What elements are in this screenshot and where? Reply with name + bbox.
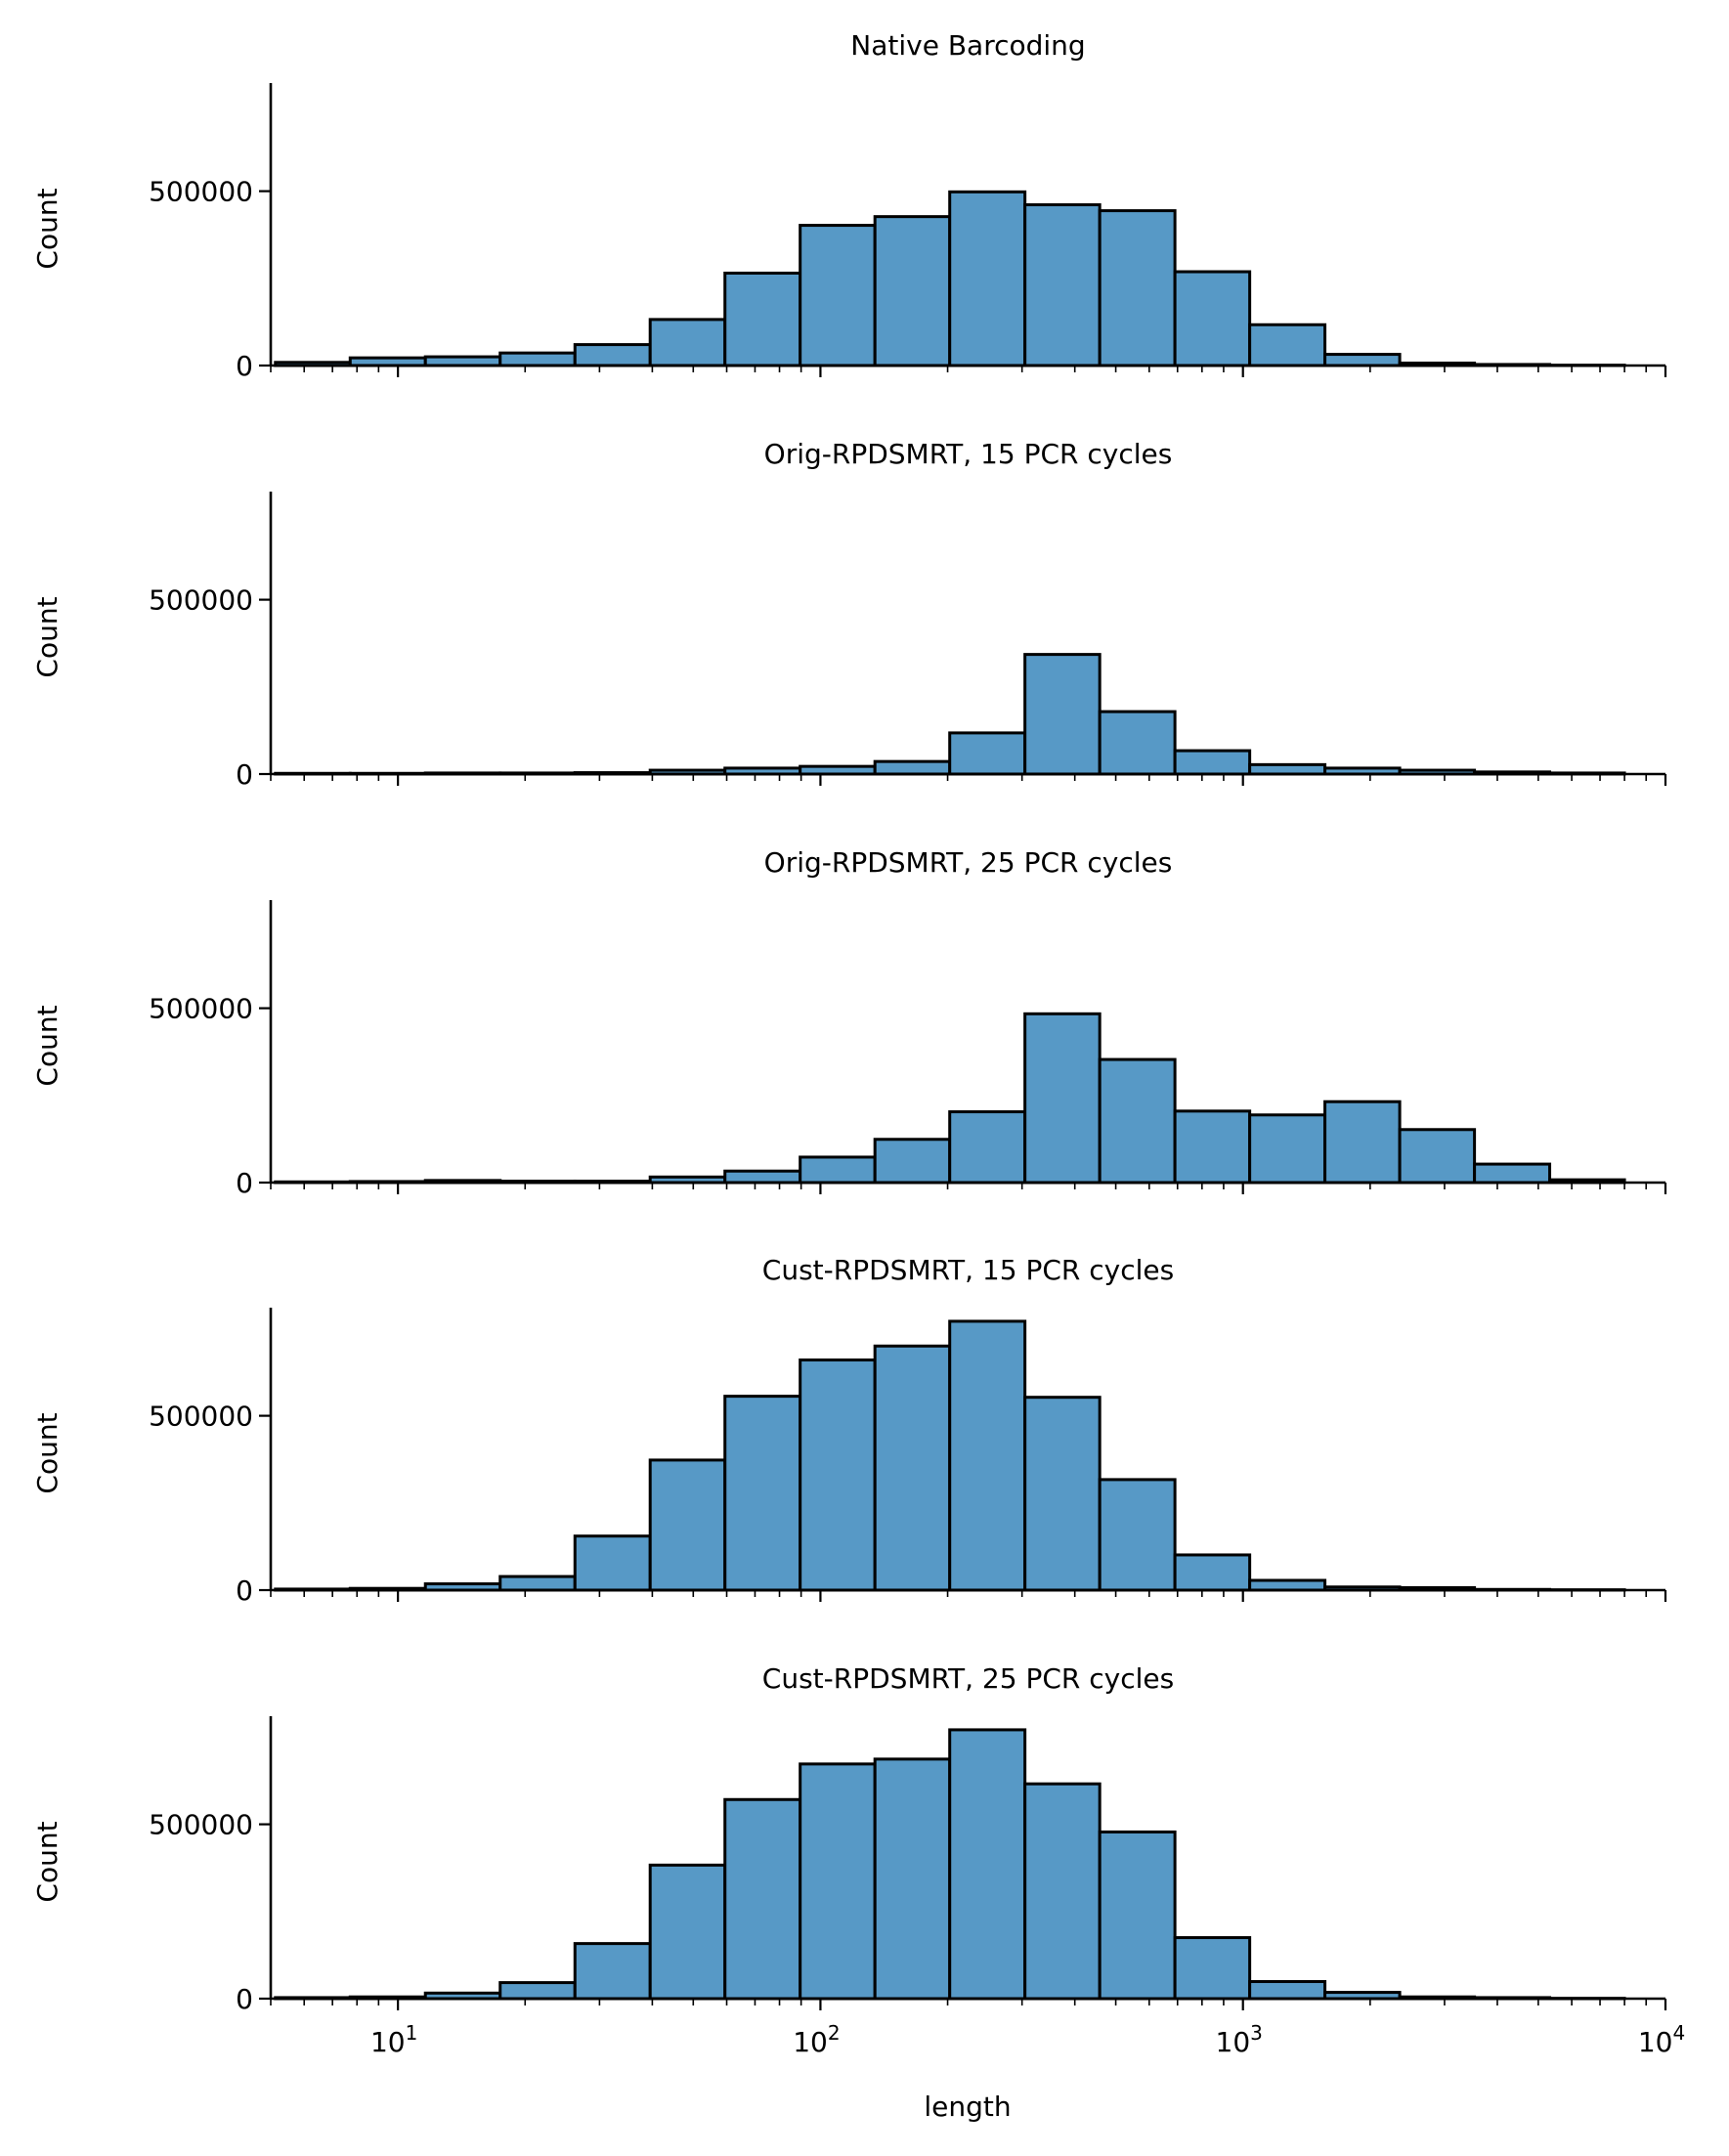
y-tick-label: 0 [236, 1983, 253, 2015]
histogram-bar [1173, 270, 1252, 367]
y-tick-label: 500000 [149, 1809, 253, 1841]
x-tick-label: 103 [1216, 2021, 1263, 2058]
histogram-bar [498, 1981, 577, 2001]
panel-title: Cust-RPDSMRT, 25 PCR cycles [762, 1662, 1174, 1695]
histogram-bar [723, 271, 802, 367]
histogram-bar [1023, 653, 1102, 776]
histogram-bar [1098, 1830, 1177, 2001]
histogram-bar [1023, 1782, 1102, 2001]
panel-title: Orig-RPDSMRT, 25 PCR cycles [764, 846, 1173, 879]
histogram-bar [498, 351, 577, 367]
panel-5: Cust-RPDSMRT, 25 PCR cycles 0 500000 Count 1… [31, 1662, 1685, 2058]
histogram-bar [498, 1574, 577, 1592]
histogram-bar [1248, 323, 1327, 367]
x-tick-label: 101 [370, 2021, 417, 2058]
y-tick-label: 500000 [149, 993, 253, 1025]
panels-container: Native Barcoding0500000CountOrig-RPDSMRT… [31, 29, 1685, 2058]
histogram-bar [948, 1110, 1027, 1185]
panel-2: Orig-RPDSMRT, 15 PCR cycles 0 500000 Count [31, 438, 1667, 791]
y-tick-label: 500000 [149, 584, 253, 617]
y-tick-label: 0 [236, 1167, 253, 1199]
histogram-bar [423, 355, 502, 367]
histogram-bar [1323, 353, 1402, 367]
histogram-bar [873, 215, 952, 367]
histogram-bar [1023, 1396, 1102, 1592]
histogram-bar [1098, 1478, 1177, 1592]
y-tick-label: 500000 [149, 176, 253, 208]
y-axis-label: Count [31, 188, 64, 269]
panel-title: Orig-RPDSMRT, 15 PCR cycles [764, 438, 1173, 470]
histogram-bar [873, 1138, 952, 1185]
x-tick-exponent: 2 [828, 2021, 841, 2045]
y-tick-label: 0 [236, 1574, 253, 1607]
y-axis-label: Count [31, 1005, 64, 1086]
histogram-bar [948, 1728, 1027, 2001]
histogram-bar [573, 343, 652, 367]
y-tick-label: 500000 [149, 1401, 253, 1433]
histogram-bar [648, 1863, 727, 2001]
x-tick-label: 104 [1638, 2021, 1685, 2058]
x-axis-label: length [924, 2091, 1011, 2123]
histogram-bar [1098, 710, 1177, 776]
histogram-bar [1173, 749, 1252, 776]
histogram-bar [1173, 1109, 1252, 1185]
histogram-bar [1023, 1012, 1102, 1185]
histogram-bar [799, 1358, 877, 1592]
x-tick-base: 10 [1638, 2026, 1673, 2058]
panel-1: Native Barcoding 0 500000 Count [31, 29, 1667, 382]
x-tick-base: 10 [793, 2026, 828, 2058]
histogram-bar [873, 759, 952, 776]
histogram-bar [648, 318, 727, 367]
histogram-bar [873, 1344, 952, 1592]
panel-title: Cust-RPDSMRT, 15 PCR cycles [762, 1254, 1174, 1286]
panel-4: Cust-RPDSMRT, 15 PCR cycles 0 500000 Count [31, 1254, 1667, 1607]
y-tick-label: 0 [236, 758, 253, 791]
x-tick-exponent: 1 [406, 2021, 418, 2045]
y-tick-label: 0 [236, 350, 253, 382]
histogram-bar [1098, 1057, 1177, 1185]
histogram-bar [1248, 762, 1327, 776]
histogram-bar [799, 1762, 877, 2001]
histogram-bar [1098, 209, 1177, 367]
histogram-bar [799, 1155, 877, 1185]
panel-title: Native Barcoding [850, 29, 1085, 62]
x-tick-exponent: 3 [1250, 2021, 1263, 2045]
y-axis-label: Count [31, 1412, 64, 1493]
histogram-bar [723, 1169, 802, 1185]
x-tick-label: 102 [793, 2021, 840, 2058]
histogram-bar [573, 1942, 652, 2001]
histogram-bar [1173, 1936, 1252, 2001]
x-tick-exponent: 4 [1672, 2021, 1685, 2045]
histogram-bar [723, 1395, 802, 1592]
histogram-bar [1248, 1578, 1327, 1592]
histogram-bar [723, 1797, 802, 2001]
histogram-bar [948, 190, 1027, 367]
histogram-bar [1398, 1128, 1477, 1185]
x-tick-base: 10 [1216, 2026, 1251, 2058]
histogram-bar [1248, 1113, 1327, 1185]
x-tick-base: 10 [370, 2026, 406, 2058]
histogram-bar [573, 1534, 652, 1592]
histogram-bar [1023, 203, 1102, 367]
y-axis-label: Count [31, 1821, 64, 1902]
histogram-bar [948, 1319, 1027, 1592]
histogram-bar [873, 1757, 952, 2001]
histogram-bar [1473, 1162, 1552, 1185]
histogram-bar [1173, 1553, 1252, 1592]
histogram-bar [948, 731, 1027, 776]
histogram-bar [1248, 1980, 1327, 2001]
histogram-bar [1323, 1100, 1402, 1185]
y-axis-label: Count [31, 596, 64, 677]
histogram-bar [799, 224, 877, 367]
panel-3: Orig-RPDSMRT, 25 PCR cycles 0 500000 Count [31, 846, 1667, 1199]
histogram-bar [648, 1458, 727, 1592]
